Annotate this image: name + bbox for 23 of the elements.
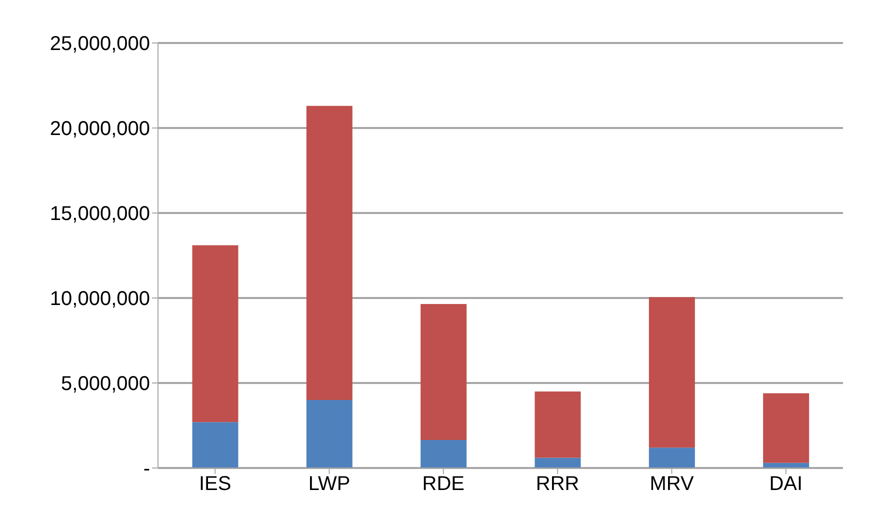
x-tick-label: IES	[198, 473, 232, 496]
bar	[648, 448, 695, 468]
bar	[763, 393, 810, 463]
bar	[420, 440, 467, 468]
bar	[306, 400, 352, 468]
y-tick-label: 20,000,000	[50, 118, 150, 140]
bar	[306, 106, 352, 400]
x-tick-label: RRR	[536, 473, 580, 496]
y-tick-label: 25,000,000	[50, 33, 150, 56]
x-tick-label: DAI	[769, 473, 803, 496]
bar	[534, 392, 581, 458]
bar	[648, 297, 695, 448]
x-tick-label: RDE	[422, 473, 465, 496]
y-tick-label: -	[143, 458, 150, 480]
y-tick-label: 5,000,000	[61, 373, 150, 396]
x-tick-label: LWP	[308, 473, 350, 496]
x-tick-label: MRV	[650, 473, 694, 496]
bar	[420, 304, 467, 440]
bar	[192, 422, 238, 468]
y-tick-label: 15,000,000	[50, 203, 150, 226]
y-tick-label: 10,000,000	[50, 288, 150, 310]
bar	[192, 245, 238, 422]
bar	[534, 458, 581, 468]
